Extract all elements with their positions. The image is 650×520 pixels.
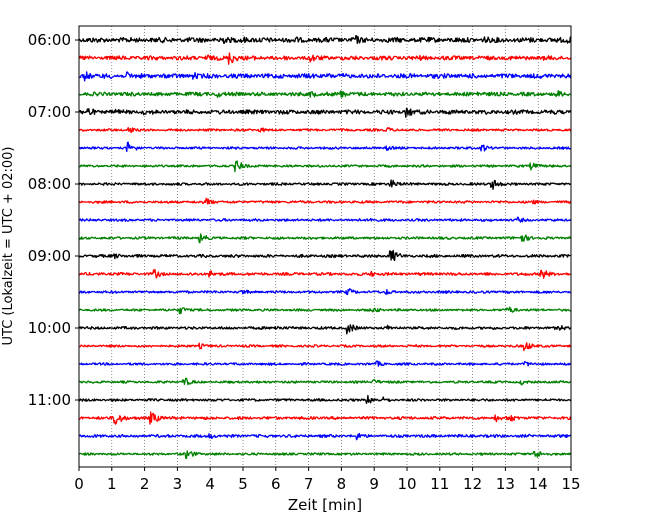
- y-axis-title: UTC (Lokalzeit = UTC + 02:00): [1, 147, 16, 346]
- x-tick-label: 5: [238, 475, 248, 493]
- seismic-traces: [78, 35, 572, 460]
- y-tick-label: 07:00: [28, 103, 71, 121]
- trace-line: [78, 35, 572, 45]
- trace-line: [78, 179, 572, 190]
- x-tick-label: 0: [74, 475, 84, 493]
- x-tick-label: 14: [529, 475, 548, 493]
- y-tick-label: 10:00: [28, 319, 71, 337]
- trace-line: [78, 268, 572, 279]
- trace-line: [78, 394, 572, 404]
- trace-line: [78, 324, 572, 335]
- x-axis-title: Zeit [min]: [288, 496, 362, 514]
- trace-line: [78, 52, 572, 65]
- y-tick-label: 09:00: [28, 247, 71, 265]
- trace-line: [78, 160, 572, 173]
- x-tick-label: 12: [463, 475, 482, 493]
- trace-line: [78, 288, 572, 296]
- x-tick-label: 1: [107, 475, 117, 493]
- trace-line: [78, 411, 572, 425]
- x-tick-label: 6: [271, 475, 281, 493]
- trace-line: [78, 71, 572, 82]
- trace-line: [78, 360, 572, 367]
- trace-line: [79, 377, 572, 386]
- x-tick-label: 8: [337, 475, 347, 493]
- trace-line: [78, 342, 572, 352]
- y-tick-label: 08:00: [28, 175, 71, 193]
- y-tick-label: 11:00: [28, 391, 71, 409]
- trace-line: [78, 107, 572, 118]
- x-tick-label: 4: [205, 475, 215, 493]
- trace-line: [78, 197, 572, 205]
- x-tick-label: 15: [561, 475, 580, 493]
- trace-line: [78, 450, 572, 460]
- x-tick-label: 2: [140, 475, 150, 493]
- trace-line: [78, 249, 572, 262]
- x-tick-label: 13: [496, 475, 515, 493]
- trace-line: [78, 216, 572, 223]
- trace-line: [79, 306, 571, 315]
- x-tick-label: 7: [304, 475, 314, 493]
- x-tick-label: 11: [430, 475, 449, 493]
- x-tick-label: 10: [397, 475, 416, 493]
- trace-line: [78, 432, 572, 441]
- trace-line: [78, 233, 572, 244]
- y-tick-label: 06:00: [28, 31, 71, 49]
- trace-line: [78, 141, 572, 153]
- trace-line: [78, 126, 572, 134]
- y-axis-ticks: 06:00 07:00 08:00 09:00 10:00 11:00: [28, 31, 79, 409]
- plot-frame: [78, 25, 572, 468]
- x-tick-label: 9: [369, 475, 379, 493]
- x-tick-label: 3: [173, 475, 183, 493]
- trace-line: [78, 89, 572, 98]
- x-axis-ticks: 0 1 2 3 4 5 6 7 8 9 10 11 12 13 14 15: [74, 467, 581, 493]
